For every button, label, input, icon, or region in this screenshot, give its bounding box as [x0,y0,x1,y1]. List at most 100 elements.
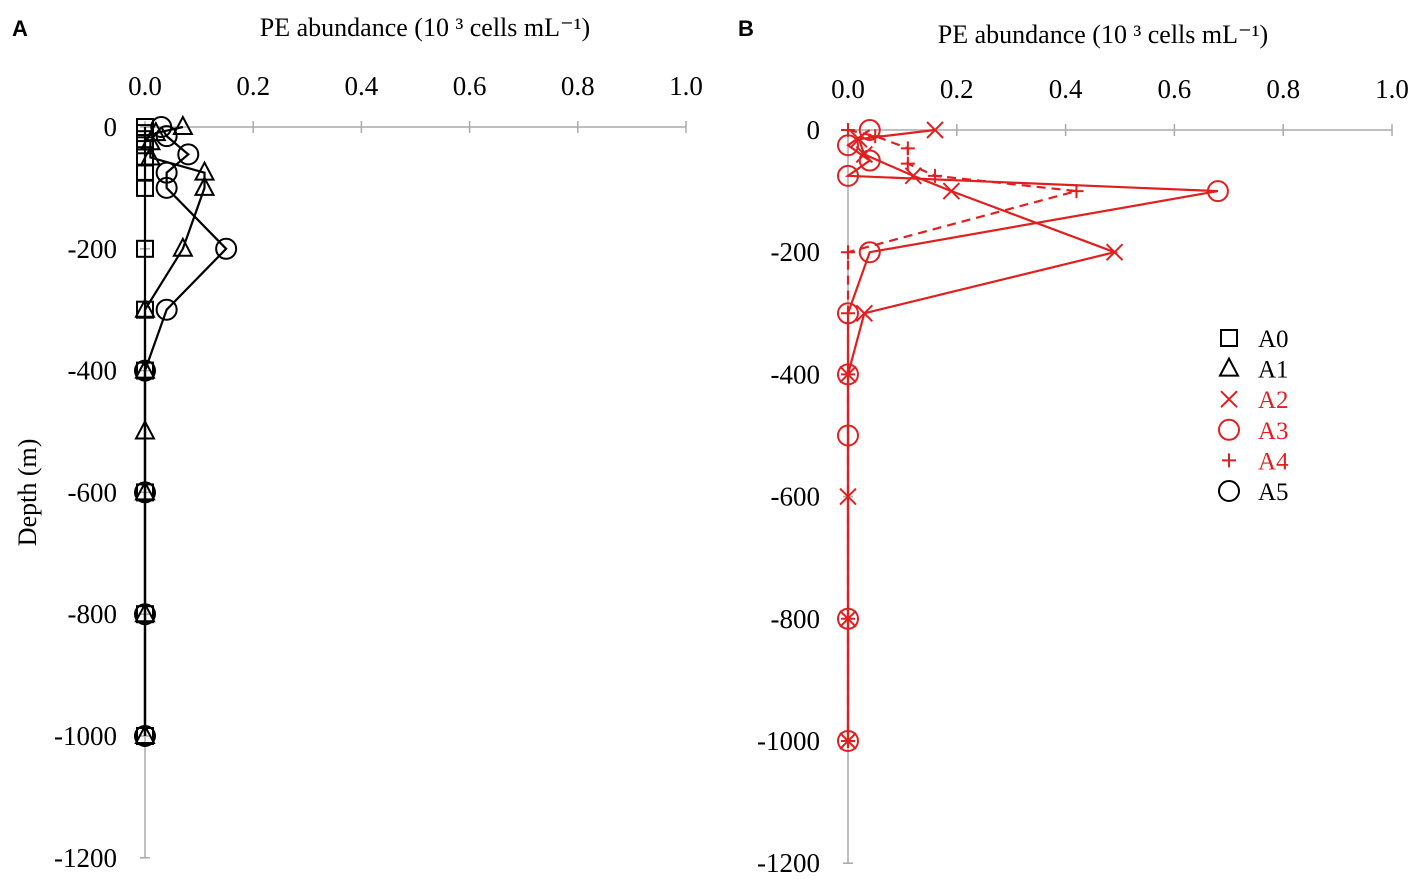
data-point-a4 [1069,184,1084,199]
data-point-a5 [155,161,178,184]
x-marker [1220,390,1238,408]
y-tick-label: 0 [104,112,118,142]
series-line-a2 [846,128,1119,741]
circle-marker [155,298,178,321]
data-point-a5 [155,298,178,321]
series-a4 [841,123,1084,748]
plus-marker [841,123,855,137]
legend-label-a0: A0 [1258,326,1289,353]
data-point-a5 [215,237,238,260]
data-point-a1 [134,723,156,744]
legend-label-a3: A3 [1258,418,1289,445]
plus-marker [841,611,855,626]
x-tick-label: 0.0 [128,71,162,101]
series-line-a5 [143,126,228,736]
plus-marker [841,245,855,260]
data-point-a4 [900,141,915,156]
circle-marker [155,176,178,199]
square-marker [136,178,154,197]
x-tick-label: 0.2 [236,71,270,101]
data-point-a0 [136,239,154,258]
y-tick-label: -800 [68,599,118,629]
square-marker [1220,329,1238,347]
data-point-a5 [177,143,200,166]
triangle-marker [172,114,194,135]
x-tick-label: 0.6 [1158,74,1192,104]
data-point-a4 [841,245,855,260]
y-tick-label: -400 [68,356,118,386]
data-point-a3 [1206,180,1229,203]
triangle-marker [134,723,156,744]
legend-label-a2: A2 [1258,387,1289,414]
y-tick-label: 0 [807,115,821,145]
series-line-a3 [844,129,1219,741]
data-point-a4 [841,734,855,748]
legend-symbol-a4 [1222,453,1236,468]
triangle-marker [172,236,194,257]
y-tick-label: -1200 [757,848,820,878]
data-point-a3 [837,164,859,187]
x-marker [942,182,961,200]
data-point-a5 [155,125,178,148]
circle-marker [134,359,156,382]
series-a3 [837,119,1229,752]
square-marker [136,239,154,258]
panel-a: PE abundance (10 ³ cells mL⁻¹) 0.0 0.2 0.4 0… [13,13,703,873]
x-axis-title: PE abundance (10 ³ cells mL⁻¹) [260,13,590,42]
triangle-marker [193,175,216,196]
data-point-a2 [1105,243,1124,261]
x-tick-label: 0.4 [1049,74,1083,104]
data-point-a1 [172,114,194,135]
x-tick-label: 0.8 [561,71,595,101]
data-point-a3 [858,241,881,264]
legend-symbol-a2 [1220,390,1238,408]
panel-b: PE abundance (10 ³ cells mL⁻¹) 0.0 0.2 0.4 0… [757,20,1409,878]
data-point-a5 [134,481,156,504]
panel-b-label: B [738,16,754,41]
plus-marker [841,734,855,748]
circle-marker [134,603,156,626]
data-point-a0 [136,136,154,155]
circle-marker [134,481,156,504]
legend-label-a4: A4 [1258,448,1289,475]
data-point-a3 [858,119,881,141]
y-tick-label: -200 [771,237,821,267]
circle-marker [215,237,238,260]
data-point-a4 [868,129,883,144]
x-tick-label: 0.4 [345,71,379,101]
circle-marker [155,161,178,184]
plus-marker [868,129,883,144]
legend-label-a1: A1 [1258,357,1289,384]
data-point-a1 [139,145,162,166]
data-point-a1 [172,236,194,257]
triangle-marker [1218,356,1240,377]
x-tick-label: 1.0 [1375,74,1409,104]
circle-marker [858,119,881,141]
x-marker [855,304,874,323]
circle-marker [1206,180,1229,203]
data-point-a5 [134,725,156,747]
circle-marker [1218,418,1240,441]
data-point-a4 [841,367,855,382]
data-point-a5 [155,176,178,199]
plus-marker [841,306,855,321]
data-point-a4 [841,611,855,626]
triangle-marker [134,297,156,318]
plus-marker [1222,453,1236,468]
plus-marker [841,367,855,382]
x-tick-label: 0.2 [940,74,974,104]
data-point-a2 [855,304,874,323]
legend-symbol-a1 [1218,356,1240,377]
triangle-marker [139,145,162,166]
data-point-a0 [136,178,154,197]
x-tick-label: 0.6 [453,71,487,101]
x-axis-title: PE abundance (10 ³ cells mL⁻¹) [938,20,1268,49]
x-marker [926,121,944,139]
data-point-a2 [942,182,961,200]
x-marker [1105,243,1124,261]
data-point-a4 [841,306,855,321]
plus-marker [900,156,915,171]
x-tick-label: 1.0 [669,71,703,101]
y-tick-label: -1200 [54,843,117,873]
y-axis-title: Depth (m) [13,439,42,547]
